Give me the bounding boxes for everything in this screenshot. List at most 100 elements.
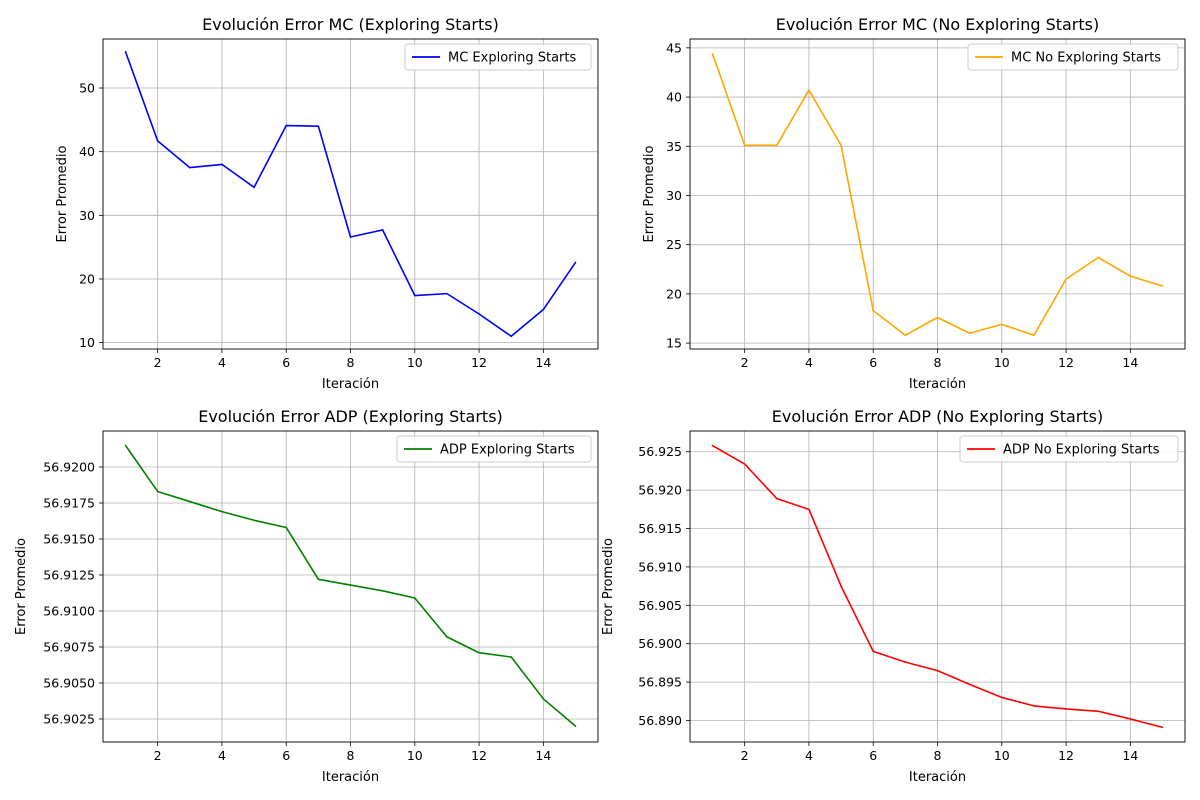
data-point <box>253 519 255 522</box>
x-tick-label: 2 <box>741 748 749 763</box>
data-point <box>1033 705 1035 707</box>
data-point <box>413 294 416 297</box>
x-tick-label: 10 <box>407 748 423 763</box>
x-tick-label: 4 <box>805 355 813 370</box>
data-point <box>188 166 191 169</box>
data-point <box>574 725 577 727</box>
y-axis-label: Error Promedio <box>642 146 657 243</box>
data-point <box>968 332 971 335</box>
legend: MC Exploring Starts <box>404 43 592 71</box>
x-axis-label: Iteración <box>322 770 379 785</box>
y-tick-label: 15 <box>666 336 682 351</box>
data-point <box>413 597 416 599</box>
x-tick-label: 10 <box>994 355 1010 370</box>
y-tick-label: 56.9200 <box>43 459 95 474</box>
data-point <box>156 140 159 142</box>
legend-box <box>404 43 592 71</box>
y-tick-label: 56.9025 <box>43 711 95 726</box>
x-tick-label: 12 <box>1058 748 1074 763</box>
y-tick-label: 45 <box>666 40 682 55</box>
x-tick-label: 12 <box>1058 355 1074 370</box>
chart-title: Evolución Error MC (No Exploring Starts) <box>776 15 1099 34</box>
x-tick-label: 14 <box>535 355 551 370</box>
data-point <box>1033 334 1035 337</box>
y-tick-label: 20 <box>666 286 682 301</box>
y-tick-label: 50 <box>79 81 95 96</box>
data-point <box>743 463 746 465</box>
data-point <box>381 590 384 592</box>
y-tick-label: 56.895 <box>638 675 682 690</box>
data-point <box>381 229 384 231</box>
chart-panel-3: 2 4 6 8 10 12 14 56.9025 56.9050 56.9075 56.9100 56… <box>14 407 599 785</box>
x-tick-label: 2 <box>154 355 162 370</box>
data-point <box>1065 278 1067 280</box>
x-axis-label: Iteración <box>322 377 379 392</box>
x-tick-label: 8 <box>347 748 355 763</box>
data-point <box>349 236 352 238</box>
legend-label: MC Exploring Starts <box>448 51 576 66</box>
chart-title: Evolución Error MC (Exploring Starts) <box>202 15 499 34</box>
data-point <box>188 500 191 503</box>
data-point <box>349 584 352 586</box>
y-tick-label: 56.900 <box>638 636 682 651</box>
y-tick-label: 56.905 <box>638 598 682 613</box>
x-tick-label: 10 <box>407 355 423 370</box>
data-point <box>743 144 746 147</box>
x-tick-label: 12 <box>471 355 487 370</box>
data-point <box>1161 726 1164 729</box>
y-tick-label: 56.920 <box>638 483 682 498</box>
data-point <box>285 526 288 529</box>
legend-label: MC No Exploring Starts <box>1011 51 1161 66</box>
x-axis-label: Iteración <box>909 770 966 785</box>
data-point <box>285 124 288 127</box>
legend: MC No Exploring Starts <box>967 43 1179 71</box>
y-axis-label: Error Promedio <box>601 538 616 635</box>
data-point <box>808 89 810 91</box>
data-point <box>1000 696 1003 699</box>
chart-panel-2: 2 4 6 8 10 12 14 15 20 25 30 35 40 45 Evolución Error … <box>642 15 1186 392</box>
chart-title: Evolución Error ADP (Exploring Starts) <box>198 407 503 426</box>
data-point <box>936 669 939 672</box>
data-point <box>775 497 778 500</box>
y-tick-label: 56.915 <box>638 521 682 536</box>
data-point <box>446 292 448 295</box>
y-tick-label: 25 <box>666 237 682 252</box>
y-tick-label: 10 <box>79 335 95 350</box>
legend-label: ADP No Exploring Starts <box>1003 443 1160 458</box>
y-tick-label: 30 <box>79 208 95 223</box>
x-tick-label: 4 <box>218 748 226 763</box>
data-point <box>124 444 127 447</box>
chart-title: Evolución Error ADP (No Exploring Starts… <box>772 407 1103 426</box>
legend: ADP No Exploring Starts <box>959 435 1179 463</box>
y-tick-label: 35 <box>666 139 682 154</box>
data-point <box>221 163 223 166</box>
chart-panel-4: 2 4 6 8 10 12 14 56.890 56.895 56.900 56.905 56.910… <box>601 407 1186 785</box>
data-point <box>808 508 810 511</box>
x-tick-label: 6 <box>282 355 290 370</box>
data-point <box>840 144 842 147</box>
data-point <box>1097 256 1100 259</box>
legend-box <box>396 435 592 463</box>
y-tick-label: 56.9150 <box>43 531 95 546</box>
y-axis-label: Error Promedio <box>55 146 70 243</box>
x-tick-label: 6 <box>869 748 877 763</box>
data-point <box>840 585 842 587</box>
x-axis-label: Iteración <box>909 377 966 392</box>
data-point <box>317 125 320 128</box>
data-point <box>1065 708 1067 710</box>
legend-box <box>967 43 1179 71</box>
data-point <box>510 656 513 658</box>
data-point <box>221 510 223 513</box>
x-tick-label: 6 <box>282 748 290 763</box>
y-tick-label: 56.9100 <box>43 603 95 618</box>
y-tick-label: 56.9175 <box>43 495 95 510</box>
data-point <box>1097 710 1100 713</box>
data-point <box>542 698 545 700</box>
data-point <box>478 651 480 654</box>
legend-box <box>959 435 1179 463</box>
y-axis-label: Error Promedio <box>14 538 29 635</box>
data-point <box>510 335 513 338</box>
x-tick-label: 8 <box>347 355 355 370</box>
x-tick-label: 8 <box>934 748 942 763</box>
x-tick-label: 8 <box>934 355 942 370</box>
